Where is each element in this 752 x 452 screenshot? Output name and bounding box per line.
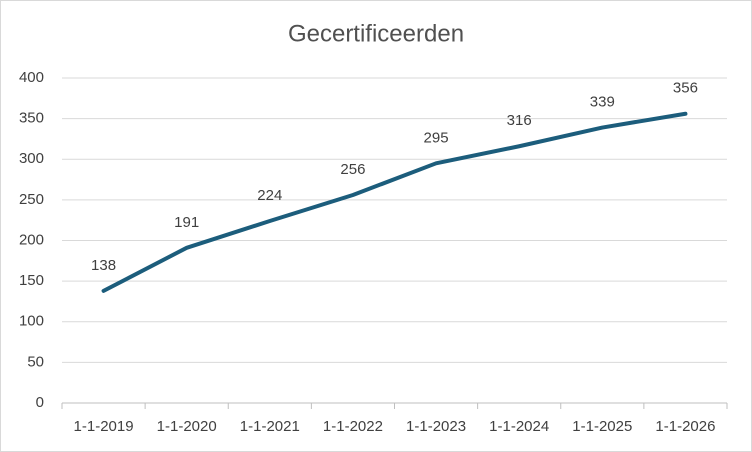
x-tick-label: 1-1-2020 bbox=[157, 418, 217, 435]
data-label: 316 bbox=[507, 112, 532, 129]
y-tick-label: 400 bbox=[19, 69, 44, 86]
x-tick-label: 1-1-2019 bbox=[74, 418, 134, 435]
y-tick-label: 250 bbox=[19, 191, 44, 208]
y-tick-label: 350 bbox=[19, 110, 44, 127]
y-tick-label: 100 bbox=[19, 313, 44, 330]
x-tick-label: 1-1-2022 bbox=[323, 418, 383, 435]
y-tick-label: 50 bbox=[27, 353, 44, 370]
data-label: 356 bbox=[673, 80, 698, 97]
y-tick-label: 150 bbox=[19, 272, 44, 289]
x-tick-label: 1-1-2021 bbox=[240, 418, 300, 435]
data-label: 339 bbox=[590, 94, 615, 111]
data-label: 191 bbox=[174, 214, 199, 231]
data-label: 295 bbox=[424, 129, 449, 146]
data-label: 224 bbox=[257, 187, 282, 204]
line-series bbox=[101, 111, 688, 293]
x-tick-label: 1-1-2025 bbox=[572, 418, 632, 435]
data-label: 138 bbox=[91, 257, 116, 274]
y-tick-label: 300 bbox=[19, 150, 44, 167]
x-tick-label: 1-1-2023 bbox=[406, 418, 466, 435]
data-label: 256 bbox=[340, 161, 365, 178]
x-tick-label: 1-1-2026 bbox=[655, 418, 715, 435]
y-tick-label: 0 bbox=[36, 394, 44, 411]
y-tick-label: 200 bbox=[19, 231, 44, 248]
chart-title: Gecertificeerden bbox=[288, 20, 464, 47]
x-tick-label: 1-1-2024 bbox=[489, 418, 549, 435]
